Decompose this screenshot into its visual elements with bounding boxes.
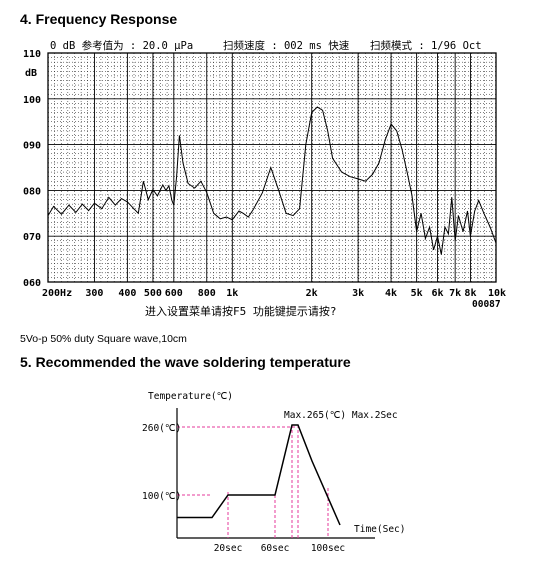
fr-x-tick-label: 1k <box>226 288 238 299</box>
fr-x-tick-label: 3k <box>352 288 364 299</box>
fr-x-tick-label: 7k <box>449 288 461 299</box>
fr-y-tick-label: 080 <box>23 186 41 197</box>
sp-x-axis-label: Time(Sec) <box>354 524 405 535</box>
sp-y-tick-labels: 100(℃) 260(℃) <box>142 423 181 502</box>
fr-x-tick-label: 5k <box>411 288 423 299</box>
fr-x-tick-label: 800 <box>198 288 216 299</box>
fr-y-tick-label: 070 <box>23 232 41 243</box>
section-5-heading: 5. Recommended the wave soldering temper… <box>20 354 351 370</box>
fr-y-tick-label: 060 <box>23 278 41 289</box>
sp-x-tick-label: 20sec <box>214 543 243 554</box>
fr-x-tick-label: 300 <box>85 288 103 299</box>
fr-y-tick-labels: 060 070 080 090 100 110 <box>23 49 41 289</box>
fr-x-tick-label: 8k <box>464 288 476 299</box>
sp-x-tick-label: 100sec <box>311 543 345 554</box>
sp-y-tick-label: 100(℃) <box>142 491 181 502</box>
sp-guide-lines <box>177 425 329 538</box>
frequency-response-chart: 060 070 080 090 100 110 200Hz 300 400 500 600 800 1… <box>23 39 506 318</box>
fr-y-tick-label: 110 <box>23 49 41 60</box>
sp-x-tick-labels: 20sec 60sec 100sec <box>214 543 345 554</box>
fr-x-tick-label: 600 <box>165 288 183 299</box>
fr-x-tick-label: 200Hz <box>42 288 72 299</box>
fr-plot-frame <box>47 52 497 283</box>
fr-grid <box>47 52 497 283</box>
fr-y-tick-label: 100 <box>23 95 41 106</box>
sp-temperature-curve <box>177 424 341 526</box>
sp-x-tick-label: 60sec <box>261 543 290 554</box>
section-4-heading: 4. Frequency Response <box>20 11 178 27</box>
fr-x-tick-label: 2k <box>306 288 318 299</box>
fr-x-tick-label: 10k <box>488 288 506 299</box>
fr-response-curve <box>47 106 497 255</box>
fr-x-tick-label: 400 <box>118 288 136 299</box>
fr-header-right: 扫频模式 : 1/96 Oct <box>370 39 482 52</box>
fr-x-tick-label: 6k <box>431 288 443 299</box>
fr-y-unit: dB <box>25 68 37 79</box>
fr-x-tick-label: 4k <box>385 288 397 299</box>
fr-y-tick-label: 090 <box>23 141 41 152</box>
soldering-profile-chart: Temperature(℃) 100(℃) 260(℃) 20sec 60sec 10… <box>142 391 405 554</box>
fr-header-left: 0 dB 参考值为 : 20.0 μPa <box>50 39 193 52</box>
measurement-note: 5Vo-p 50% duty Square wave,10cm <box>20 333 187 345</box>
fr-footer-text: 进入设置菜单请按F5 功能键提示请按? <box>145 304 337 318</box>
fr-x-tick-label: 500 <box>144 288 162 299</box>
sp-y-tick-label: 260(℃) <box>142 423 181 434</box>
sp-y-axis-label: Temperature(℃) <box>148 391 233 402</box>
fr-x-tick-labels: 200Hz 300 400 500 600 800 1k 2k 3k 4k 5k 6k 7k 8k 10k <box>42 288 506 299</box>
fr-header-mid: 扫频速度 : 002 ms 快速 <box>223 39 350 52</box>
sp-peak-label: Max.265(℃) Max.2Sec <box>284 410 398 421</box>
fr-counter: 00087 <box>472 299 501 310</box>
